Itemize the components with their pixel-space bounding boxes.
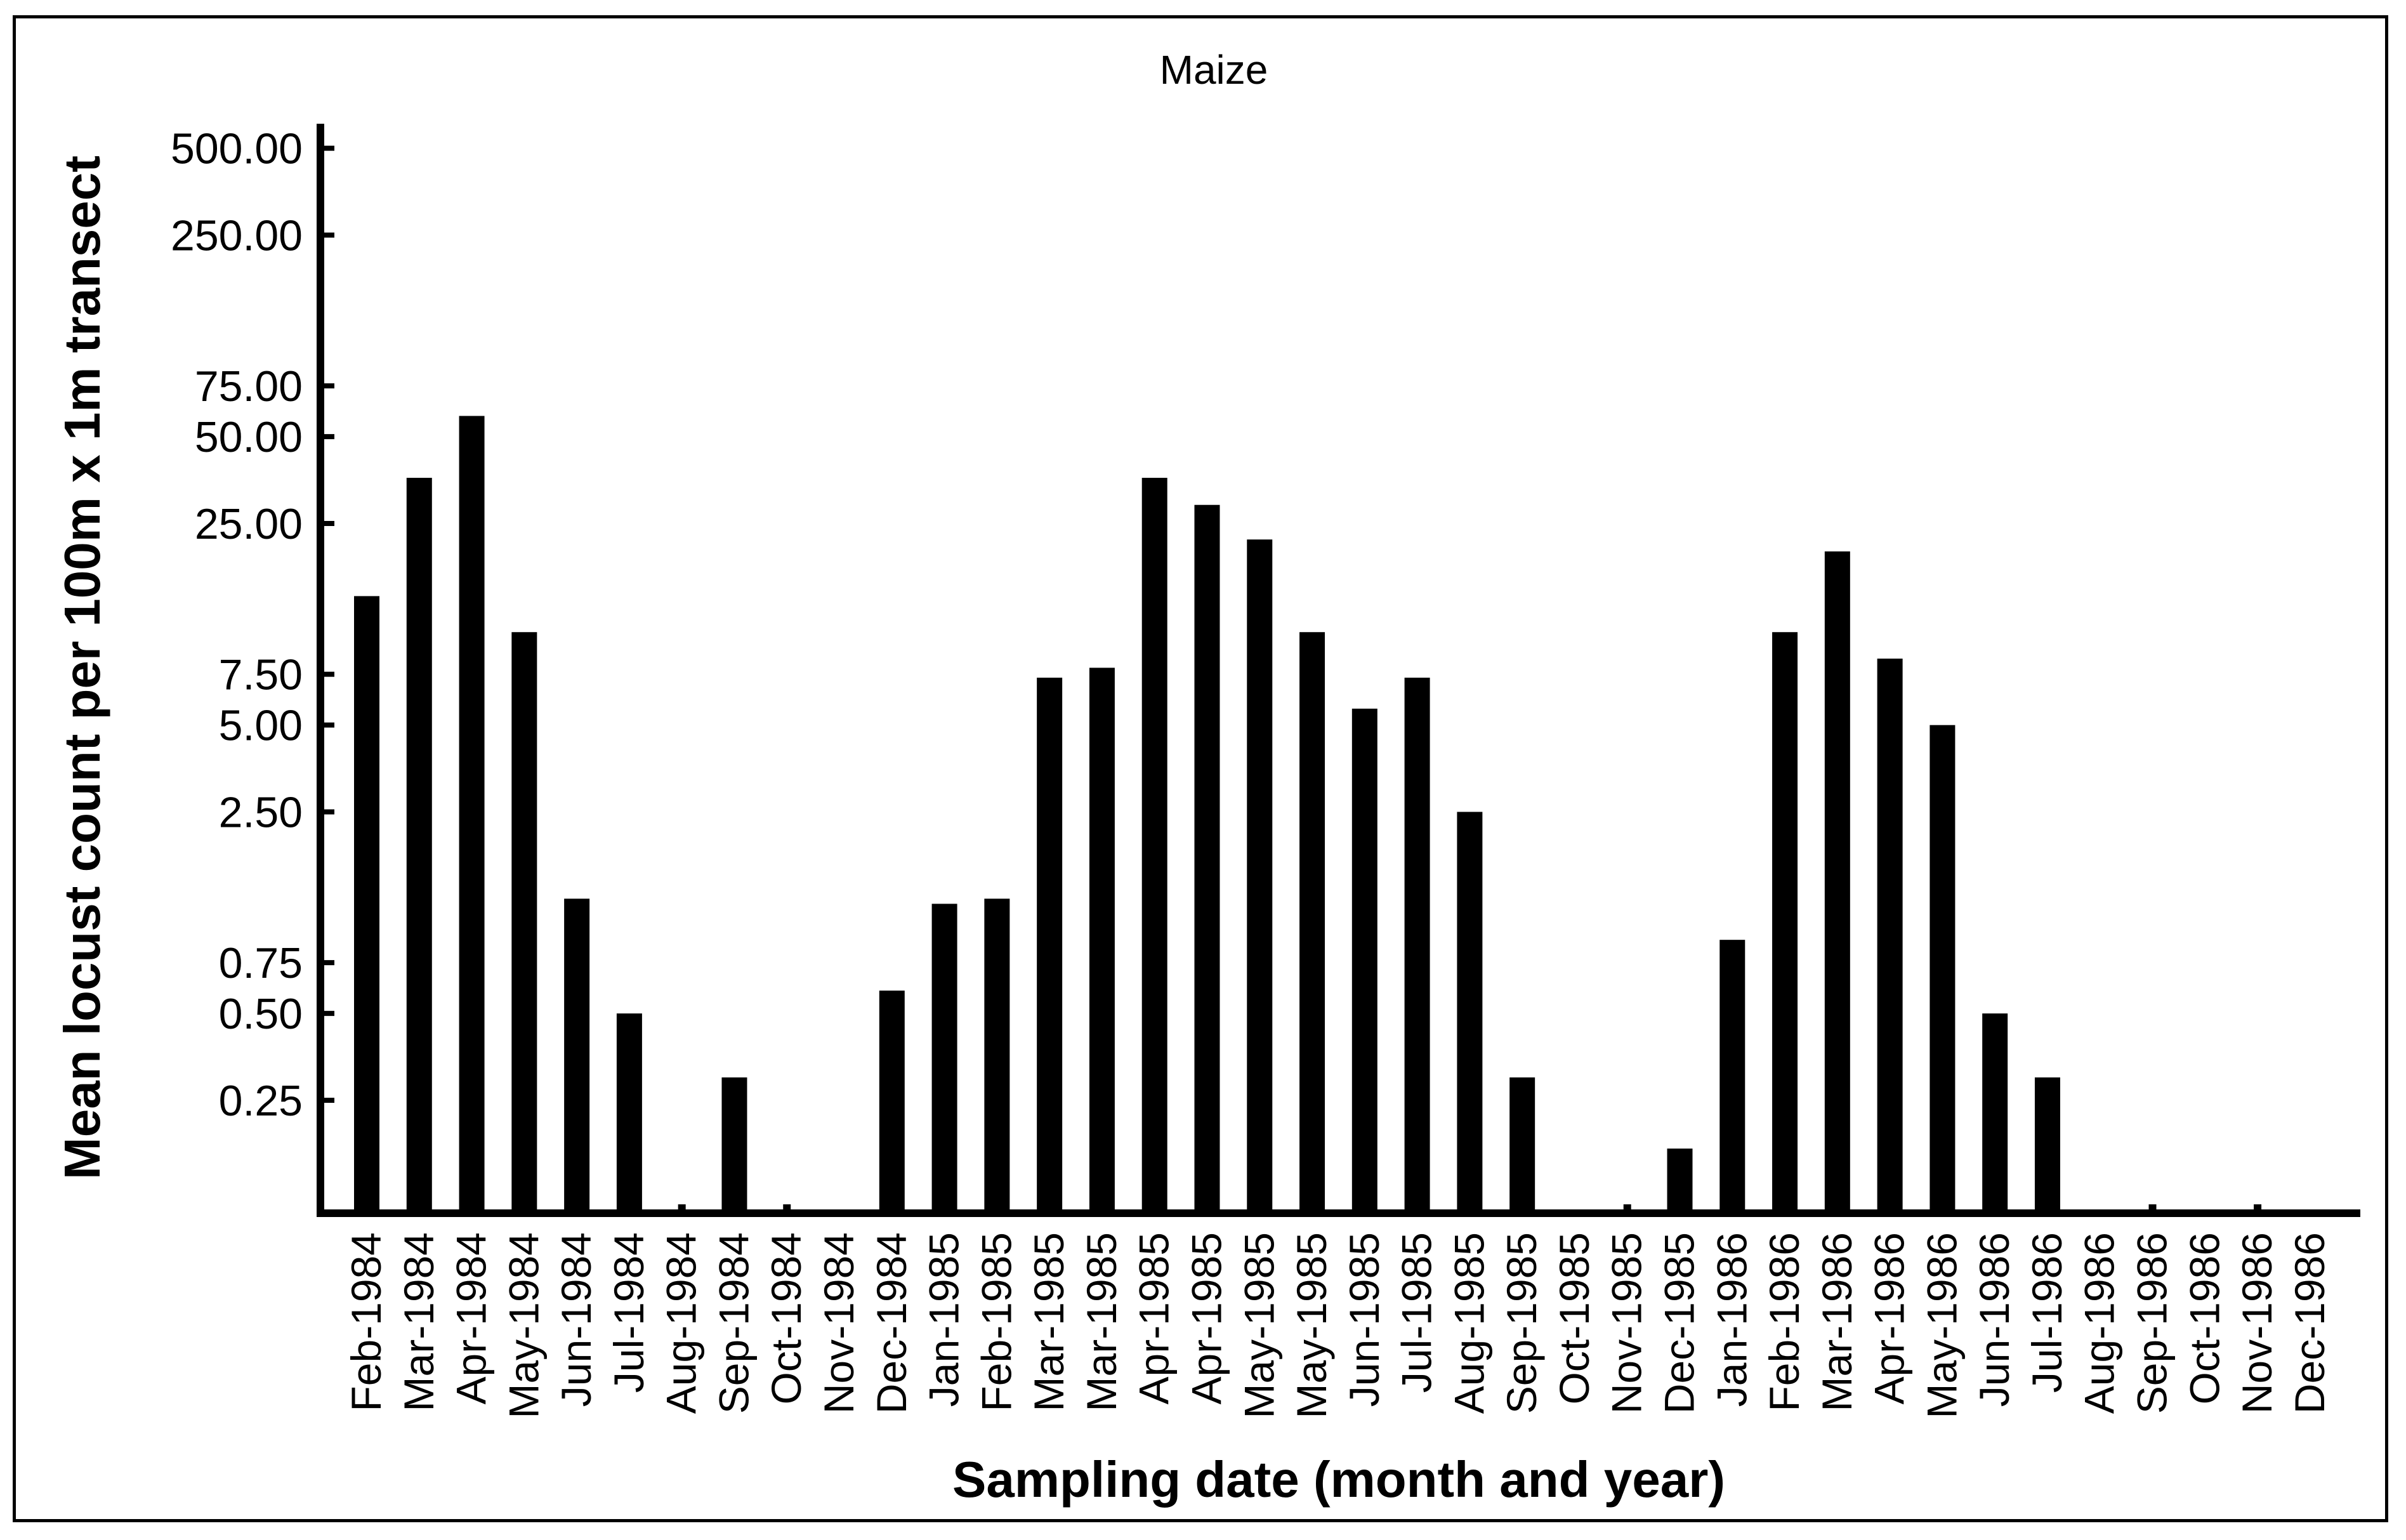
x-tick-label: Feb-1984 [343, 1232, 390, 1412]
x-tick-label: Sep-1984 [710, 1232, 757, 1414]
x-tick-label: Apr-1984 [448, 1232, 495, 1405]
x-tick-label: Dec-1985 [1656, 1232, 1703, 1414]
y-tick-label: 0.75 [219, 939, 303, 987]
x-tick-label: Sep-1986 [2129, 1232, 2176, 1414]
bar [984, 898, 1010, 1213]
x-tick-label: Nov-1986 [2233, 1232, 2280, 1414]
x-tick-label: Oct-1985 [1551, 1232, 1598, 1404]
y-tick-label: 500.00 [171, 125, 303, 173]
x-tick-label: Jun-1985 [1341, 1232, 1388, 1407]
x-tick-label: May-1984 [500, 1232, 547, 1419]
x-tick-label: May-1985 [1288, 1232, 1335, 1419]
y-tick-label: 50.00 [195, 413, 303, 461]
bar [1982, 1013, 2008, 1213]
x-tick-label: Apr-1985 [1183, 1232, 1230, 1405]
bar [879, 990, 905, 1213]
x-tick-label: Nov-1985 [1603, 1232, 1650, 1414]
bar [931, 904, 957, 1213]
bar [1247, 539, 1273, 1213]
bar [1037, 677, 1063, 1213]
y-tick-label: 5.00 [219, 702, 303, 750]
x-tick-label: Oct-1986 [2181, 1232, 2228, 1404]
chart-title: Maize [1160, 47, 1268, 93]
x-tick-label: Jul-1985 [1393, 1232, 1440, 1393]
x-tick-label: Jan-1986 [1708, 1232, 1755, 1407]
bar [1877, 658, 1903, 1213]
x-tick-label: Jul-1986 [2023, 1232, 2070, 1393]
bar [721, 1077, 747, 1213]
bar [1929, 725, 1956, 1213]
x-axis-title: Sampling date (month and year) [952, 1451, 1725, 1508]
y-tick-label: 250.00 [171, 212, 303, 260]
x-tick-label: Dec-1984 [868, 1232, 915, 1414]
bar [1404, 677, 1430, 1213]
x-tick-label: Jun-1984 [553, 1232, 600, 1407]
bar [511, 632, 537, 1213]
bar [1667, 1148, 1693, 1213]
bar [459, 416, 485, 1213]
x-tick-label: May-1985 [1235, 1232, 1282, 1419]
x-tick-label: Aug-1985 [1445, 1232, 1492, 1414]
x-tick-label: Mar-1985 [1078, 1232, 1125, 1411]
bar [1457, 812, 1483, 1213]
x-tick-label: Apr-1986 [1866, 1232, 1913, 1405]
x-tick-label: Mar-1984 [395, 1232, 442, 1411]
y-axis-title: Mean locust count per 100m x 1m transect [54, 155, 110, 1180]
bar [406, 478, 432, 1214]
x-axis-labels: Feb-1984 Mar-1984 Apr-1984 May-1984 Jun-1984… [343, 1232, 2333, 1419]
x-tick-label: Mar-1985 [1025, 1232, 1072, 1411]
x-tick-label: Mar-1986 [1813, 1232, 1860, 1411]
x-tick-label: May-1986 [1918, 1232, 1965, 1419]
x-tick-label: Aug-1986 [2076, 1232, 2123, 1414]
bar [1089, 668, 1115, 1213]
bar [1824, 551, 1850, 1213]
y-tick-label: 2.50 [219, 789, 303, 837]
x-tick-label: Feb-1985 [973, 1232, 1020, 1412]
x-tick-label: Jan-1985 [921, 1232, 968, 1407]
x-tick-label: Apr-1985 [1131, 1232, 1178, 1405]
x-tick-label: Dec-1986 [2286, 1232, 2333, 1414]
bar [1141, 478, 1167, 1214]
bar [1299, 632, 1325, 1213]
x-tick-label: Oct-1984 [763, 1232, 810, 1404]
x-tick-label: Sep-1985 [1498, 1232, 1545, 1414]
x-tick-label: Jun-1986 [1971, 1232, 2018, 1407]
y-tick-label: 7.50 [219, 651, 303, 699]
x-tick-label: Nov-1984 [815, 1232, 862, 1414]
bar [1351, 708, 1377, 1213]
bar [1194, 504, 1220, 1213]
bar [616, 1013, 642, 1213]
x-tick-label: Jul-1984 [605, 1232, 652, 1393]
y-tick-label: 0.25 [219, 1077, 303, 1125]
bar [564, 898, 590, 1213]
bar [1772, 632, 1798, 1213]
bar [354, 596, 379, 1213]
y-tick-label: 75.00 [195, 362, 303, 411]
bars [354, 416, 2262, 1214]
y-tick-label: 25.00 [195, 500, 303, 548]
x-tick-label: Aug-1984 [658, 1232, 705, 1414]
bar [1509, 1077, 1535, 1213]
bar [1719, 940, 1745, 1213]
y-tick-label: 0.50 [219, 990, 303, 1038]
bar [2034, 1077, 2060, 1213]
x-tick-label: Feb-1986 [1761, 1232, 1808, 1412]
